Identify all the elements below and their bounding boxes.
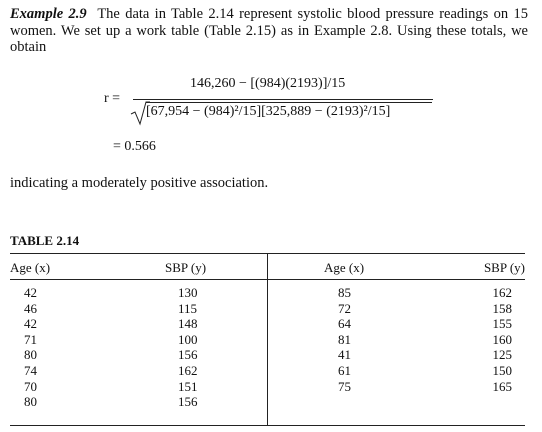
column-header: Age (x) bbox=[324, 260, 365, 275]
column-header: SBP (y) bbox=[165, 260, 207, 275]
table-divider bbox=[267, 253, 268, 425]
table-cell: 42 bbox=[24, 316, 37, 332]
column-header: Age (x) bbox=[10, 260, 51, 275]
table-cell: 155 bbox=[492, 316, 513, 332]
table-cell: 130 bbox=[178, 285, 198, 300]
table-cell: 85 bbox=[338, 285, 351, 300]
formula-denominator: [67,954 − (984)²/15][325,889 − (2193)²/1… bbox=[146, 104, 391, 119]
table-cell: 100 bbox=[178, 331, 198, 347]
table-cell: 125 bbox=[492, 347, 513, 363]
table-cell: 165 bbox=[492, 378, 513, 394]
table-cell: 150 bbox=[492, 363, 513, 378]
example-paragraph: Example 2.9 The data in Table 2.14 repre… bbox=[10, 6, 528, 56]
table-cell: 41 bbox=[338, 347, 351, 363]
example-text: The data in Table 2.14 represent systoli… bbox=[10, 6, 528, 55]
table-cell: 160 bbox=[492, 331, 513, 347]
table-cell: 70 bbox=[24, 378, 37, 394]
table-title: TABLE 2.14 bbox=[10, 233, 80, 248]
table-cell: 75 bbox=[338, 378, 351, 394]
table-cell: 61 bbox=[338, 363, 351, 378]
table-cell: 115 bbox=[178, 300, 198, 316]
example-label: Example 2.9 bbox=[10, 6, 87, 22]
formula-numerator: 146,260 − [(984)(2193)]/15 bbox=[190, 76, 346, 91]
table-cell: 64 bbox=[338, 316, 351, 332]
formula-lhs: r = bbox=[104, 91, 121, 106]
table-cell: 151 bbox=[178, 378, 198, 394]
formula-result: = 0.566 bbox=[113, 139, 156, 154]
table-cell: 156 bbox=[178, 347, 198, 363]
table-cell: 156 bbox=[178, 394, 198, 410]
table-bottom-rule bbox=[10, 425, 525, 426]
table-cell: 42 bbox=[24, 285, 37, 300]
table-cell: 80 bbox=[24, 347, 37, 363]
table-cell: 71 bbox=[24, 331, 37, 347]
table-cell: 72 bbox=[338, 300, 351, 316]
table-cell: 46 bbox=[24, 300, 37, 316]
table-cell: 148 bbox=[178, 316, 198, 332]
table-cell: 80 bbox=[24, 394, 37, 410]
conclusion: indicating a moderately positive associa… bbox=[10, 175, 269, 191]
table-cell: 158 bbox=[492, 300, 513, 316]
sqrt-bar bbox=[146, 102, 432, 103]
table-cell: 162 bbox=[492, 285, 513, 300]
table-cell: 162 bbox=[178, 363, 198, 378]
table-cell: 81 bbox=[338, 331, 351, 347]
table-cell: 74 bbox=[24, 363, 37, 378]
fraction-bar bbox=[133, 99, 433, 100]
column-header: SBP (y) bbox=[483, 260, 525, 275]
